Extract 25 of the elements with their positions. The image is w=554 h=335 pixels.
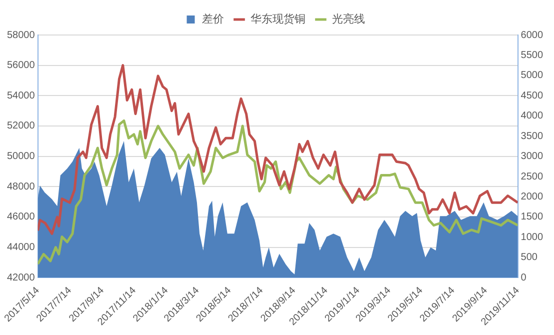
y-tick-label: 50000: [6, 151, 36, 162]
y-tick-label: 46000: [6, 212, 36, 223]
legend-label: 差价: [202, 14, 224, 26]
y2-tick-label: 4500: [520, 90, 544, 102]
y-tick-label: 58000: [6, 30, 36, 41]
y2-tick-label: 5000: [520, 70, 544, 82]
y2-tick-label: 3500: [520, 130, 544, 142]
y2-tick-label: 3000: [520, 151, 544, 162]
y2-tick-label: 1000: [520, 232, 544, 243]
y-tick-label: 56000: [6, 60, 36, 72]
legend-label: 光亮线: [332, 12, 365, 26]
y2-tick-label: 1500: [520, 212, 544, 223]
y-tick-label: 52000: [6, 120, 36, 132]
y2-tick-label: 5500: [520, 50, 544, 61]
y2-tick-label: 2500: [520, 171, 544, 182]
y-tick-label: 44000: [6, 242, 36, 254]
y-tick-label: 54000: [6, 90, 36, 102]
y2-tick-label: 2000: [520, 192, 544, 203]
y-tick-label: 42000: [6, 272, 36, 284]
legend-label: 华东现货铜: [250, 12, 306, 26]
y-tick-label: 48000: [6, 181, 36, 192]
y2-tick-label: 500: [520, 252, 538, 264]
y2-tick-label: 6000: [520, 30, 544, 41]
y2-tick-label: 4000: [520, 110, 544, 122]
y2-tick-label: 0: [520, 272, 527, 284]
